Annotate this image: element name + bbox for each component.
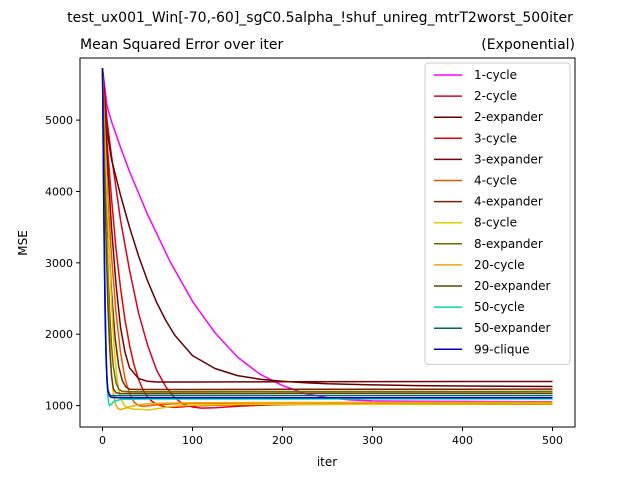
legend-label-2-cycle: 2-cycle [474, 89, 517, 103]
legend-label-2-expander: 2-expander [474, 110, 543, 124]
series-line-1-cycle [101, 67, 553, 403]
series-lines [101, 67, 553, 411]
series-line-3-expander [101, 67, 553, 383]
x-tick-label: 200 [272, 434, 293, 447]
legend-label-20-expander: 20-expander [474, 279, 550, 293]
x-tick-label: 0 [99, 434, 106, 447]
legend-label-99-clique: 99-clique [474, 342, 529, 356]
series-line-2-expander [101, 67, 553, 388]
series-line-8-cycle [101, 67, 553, 411]
chart-title-right: (Exponential) [481, 37, 575, 53]
legend-label-50-cycle: 50-cycle [474, 300, 525, 314]
x-axis: 0 100 200 300 400 500 [99, 427, 563, 447]
y-axis-label: MSE [16, 230, 30, 256]
legend-box [424, 62, 571, 365]
y-tick-label: 5000 [45, 114, 73, 127]
legend-label-20-cycle: 20-cycle [474, 258, 525, 272]
legend-label-4-cycle: 4-cycle [474, 174, 517, 188]
legend-label-3-cycle: 3-cycle [474, 131, 517, 145]
legend-label-50-expander: 50-expander [474, 321, 550, 335]
y-tick-label: 3000 [45, 257, 73, 270]
legend-label-4-expander: 4-expander [474, 195, 543, 209]
y-tick-label: 1000 [45, 400, 73, 413]
legend-label-8-expander: 8-expander [474, 237, 543, 251]
series-line-20-expander [101, 67, 553, 395]
x-tick-label: 400 [452, 434, 473, 447]
x-tick-label: 100 [182, 434, 203, 447]
legend-label-3-expander: 3-expander [474, 152, 543, 166]
figure-suptitle: test_ux001_Win[-70,-60]_sgC0.5alpha_!shu… [67, 10, 573, 26]
chart-title: Mean Squared Error over iter [80, 37, 283, 53]
axes-frame [79, 57, 576, 428]
x-tick-label: 300 [362, 434, 383, 447]
y-tick-label: 2000 [45, 328, 73, 341]
x-axis-label: iter [317, 455, 337, 469]
y-axis: 1000 2000 3000 4000 5000 [45, 114, 80, 413]
y-tick-label: 4000 [45, 185, 73, 198]
legend: 1-cycle 2-cycle 2-expander 3-cycle 3-expande… [424, 62, 571, 365]
legend-label-8-cycle: 8-cycle [474, 216, 517, 230]
x-tick-label: 500 [542, 434, 563, 447]
legend-label-1-cycle: 1-cycle [474, 68, 517, 82]
series-line-99-clique [101, 67, 553, 399]
